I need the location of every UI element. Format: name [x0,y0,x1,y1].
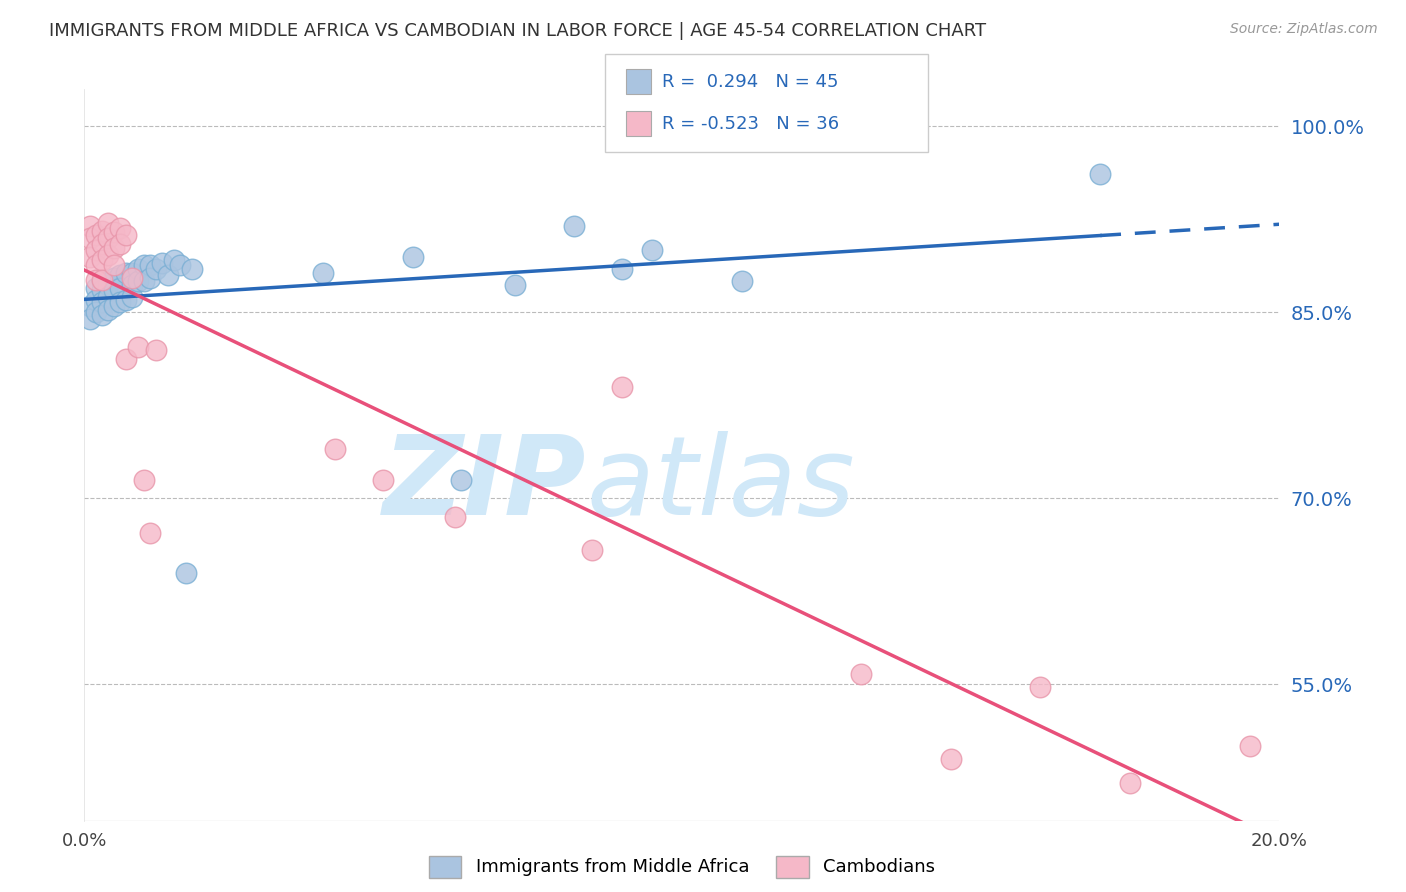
Point [86,293,108,307]
Point [79,231,101,245]
Point [97,278,120,293]
Point [103,283,125,297]
Point [150,256,173,270]
Point [91,274,114,288]
Point [115,266,138,280]
Point [110,295,132,310]
Text: IMMIGRANTS FROM MIDDLE AFRICA VS CAMBODIAN IN LABOR FORCE | AGE 45-54 CORRELATIO: IMMIGRANTS FROM MIDDLE AFRICA VS CAMBODI… [49,22,987,40]
Point [97,216,120,230]
Point [103,258,125,272]
Point [163,253,186,268]
Text: Source: ZipAtlas.com: Source: ZipAtlas.com [1230,22,1378,37]
Point [86,305,108,319]
Point [121,266,143,280]
Text: R = -0.523   N = 36: R = -0.523 N = 36 [662,114,839,133]
Text: R =  0.294   N = 45: R = 0.294 N = 45 [662,72,839,91]
Text: atlas: atlas [586,431,855,538]
Point [180,262,204,277]
Point [86,273,108,287]
Point [139,270,162,285]
Point [145,262,167,277]
Point [79,311,101,326]
Point [127,274,149,288]
Point [564,219,586,233]
Point [97,290,120,304]
Point [132,473,156,487]
Point [139,258,162,272]
Point [371,473,394,487]
Point [127,262,149,277]
Point [91,237,114,252]
Point [450,473,472,487]
Point [103,241,125,255]
Point [97,248,120,262]
Point [79,219,101,233]
Point [139,526,162,541]
Point [1029,680,1052,694]
Point [79,250,101,264]
Point [132,258,156,272]
Point [610,380,633,394]
Point [97,302,120,317]
Point [110,280,132,294]
Legend: Immigrants from Middle Africa, Cambodians: Immigrants from Middle Africa, Cambodian… [422,848,942,885]
Point [939,752,962,766]
Point [115,352,138,367]
Point [610,262,633,277]
Point [110,221,132,235]
Point [174,566,197,580]
Point [115,293,138,307]
Point [849,667,872,681]
Point [86,228,108,243]
Point [91,253,114,268]
Point [157,268,180,282]
Point [97,231,120,245]
Point [86,258,108,272]
Point [91,273,114,287]
Point [731,274,754,288]
Point [91,308,114,322]
Point [86,244,108,258]
Point [145,343,167,357]
Point [91,295,114,310]
Point [641,244,664,258]
Point [503,278,526,293]
Point [581,543,603,558]
Point [110,268,132,282]
Point [86,280,108,294]
Point [444,509,467,524]
Point [103,225,125,239]
Point [169,258,191,272]
Point [121,278,143,293]
Point [91,283,114,297]
Point [402,250,425,264]
Point [127,340,149,354]
Point [312,266,335,280]
Point [79,299,101,313]
Point [115,228,138,243]
Point [91,223,114,237]
Point [103,299,125,313]
Text: ZIP: ZIP [382,431,586,538]
Point [323,442,347,456]
Point [121,270,143,285]
Point [110,237,132,252]
Point [1239,739,1261,754]
Point [1119,776,1142,790]
Point [121,290,143,304]
Point [132,274,156,288]
Point [1090,167,1112,181]
Point [103,270,125,285]
